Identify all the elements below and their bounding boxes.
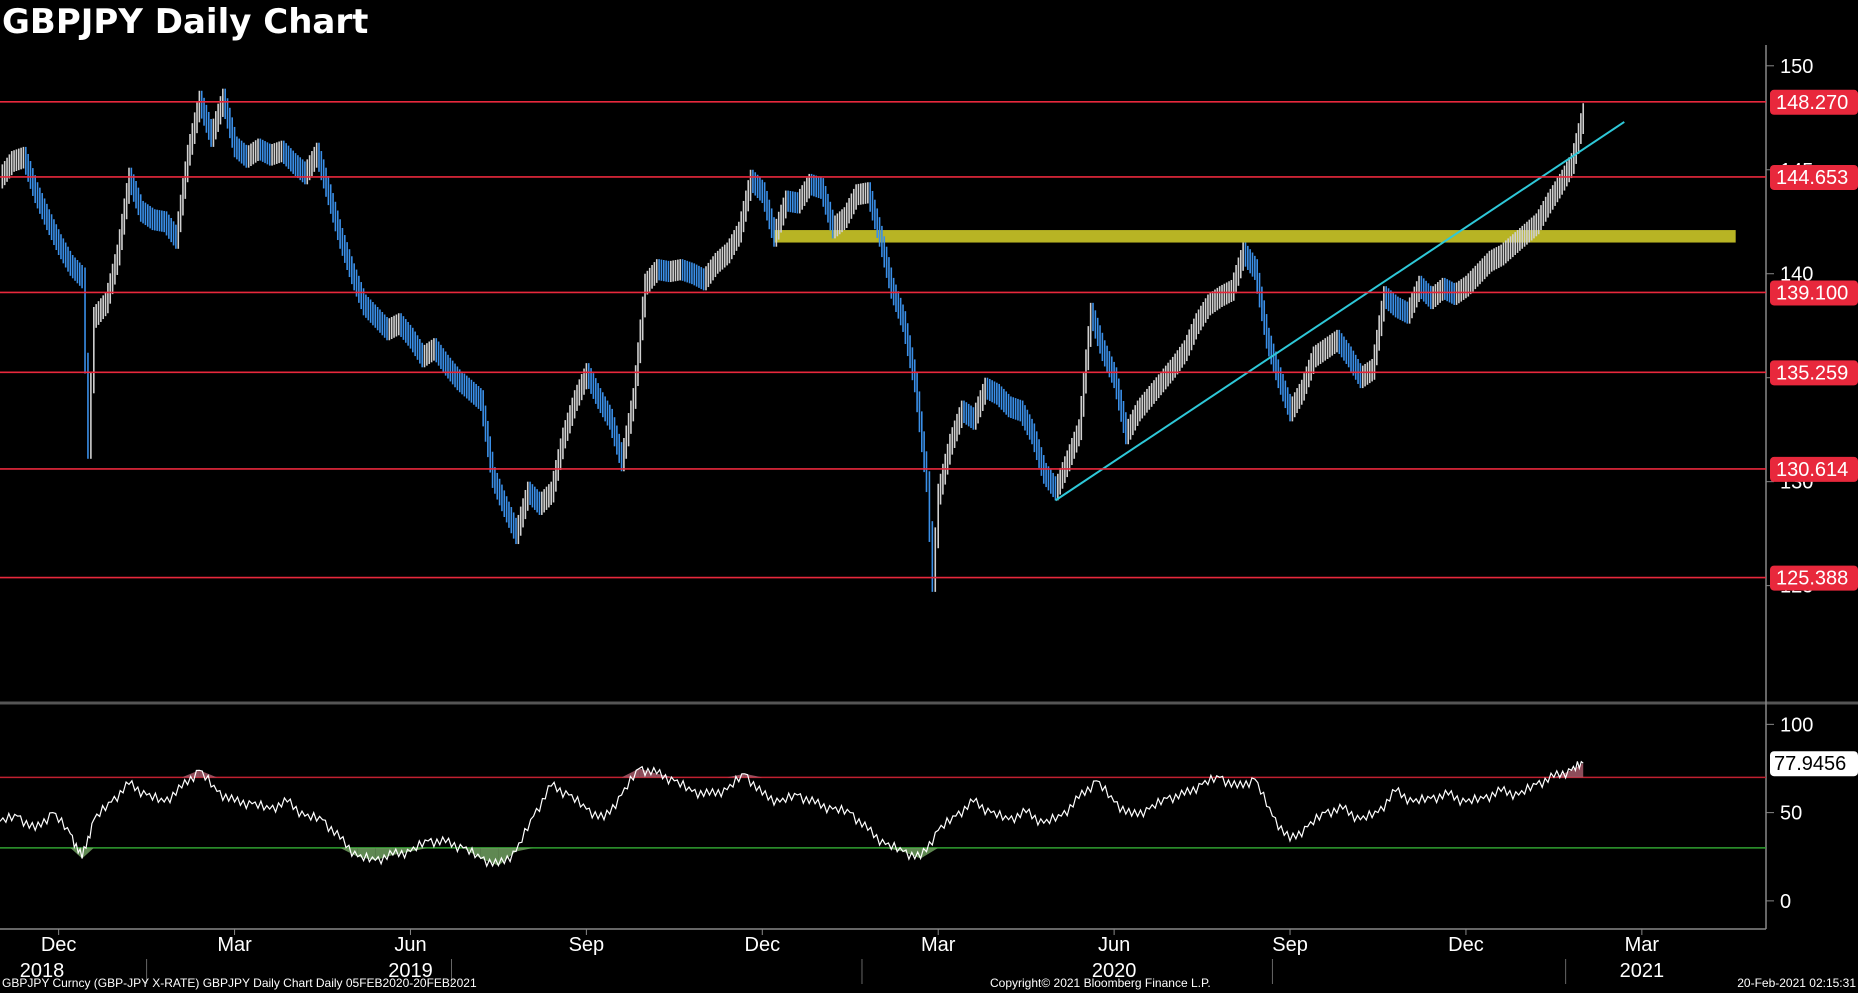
level-tag — [1770, 565, 1858, 591]
x-tick-month: Sep — [569, 934, 605, 956]
rsi-y-tick-label: 100 — [1780, 714, 1813, 736]
level-tag-label: 144.653 — [1776, 167, 1848, 189]
level-tag — [1770, 89, 1858, 115]
rsi-overbought-fill — [744, 773, 763, 778]
x-tick-month: Sep — [1272, 934, 1308, 956]
x-tick-year: 2021 — [1620, 960, 1665, 982]
price-panel: 125130135140145150148.270144.653139.1001… — [0, 45, 1858, 929]
rsi-oversold-fill — [516, 847, 534, 852]
rsi-overbought-fill — [1571, 763, 1584, 778]
x-tick-month: Jun — [394, 934, 426, 956]
y-tick-label: 150 — [1780, 56, 1813, 78]
x-tick-month: Jun — [1098, 934, 1130, 956]
level-tag-label: 130.614 — [1776, 459, 1848, 481]
level-tag-label: 148.270 — [1776, 92, 1848, 114]
x-tick-year: 2019 — [388, 960, 433, 982]
footer-description: GBPJPY Curncy (GBP-JPY X-RATE) GBPJPY Da… — [2, 976, 477, 990]
x-axis: Dec 2018 Mar Jun 2019 Sep Dec Mar Jun 2020 Sep Dec M… — [0, 928, 1766, 984]
footer-copyright: Copyright© 2021 Bloomberg Finance L.P. — [990, 976, 1211, 990]
level-tag — [1770, 280, 1858, 306]
x-tick-year: 2020 — [1092, 960, 1137, 982]
level-tag-label: 125.388 — [1776, 568, 1848, 590]
footer-timestamp: 20-Feb-2021 02:15:31 — [1737, 976, 1856, 990]
level-tag — [1770, 360, 1858, 386]
x-tick-month: Dec — [41, 934, 77, 956]
chart-title: GBPJPY Daily Chart — [2, 2, 369, 42]
x-tick-month: Dec — [1448, 934, 1484, 956]
x-tick-month: Mar — [1625, 934, 1660, 956]
x-tick-month: Dec — [745, 934, 781, 956]
rsi-value-label: 77.9456 — [1774, 753, 1846, 775]
x-tick-month: Mar — [217, 934, 252, 956]
level-tag — [1770, 456, 1858, 482]
rsi-y-tick-label: 50 — [1780, 803, 1802, 825]
rsi-oversold-fill — [82, 847, 94, 859]
level-tag — [1770, 164, 1858, 190]
rsi-line — [0, 760, 1584, 868]
rsi-panel: 0 50 100 77.9456 — [0, 714, 1858, 913]
y-tick-label: 140 — [1780, 264, 1813, 286]
level-tag-label: 139.100 — [1776, 282, 1848, 304]
rsi-y-tick-label: 0 — [1780, 891, 1791, 913]
trendline — [1054, 121, 1625, 502]
resistance-zone — [774, 230, 1736, 243]
level-tag-label: 135.259 — [1776, 362, 1848, 384]
x-tick-month: Mar — [921, 934, 956, 956]
x-tick-year: 2018 — [20, 960, 65, 982]
rsi-value-tag — [1770, 751, 1858, 777]
